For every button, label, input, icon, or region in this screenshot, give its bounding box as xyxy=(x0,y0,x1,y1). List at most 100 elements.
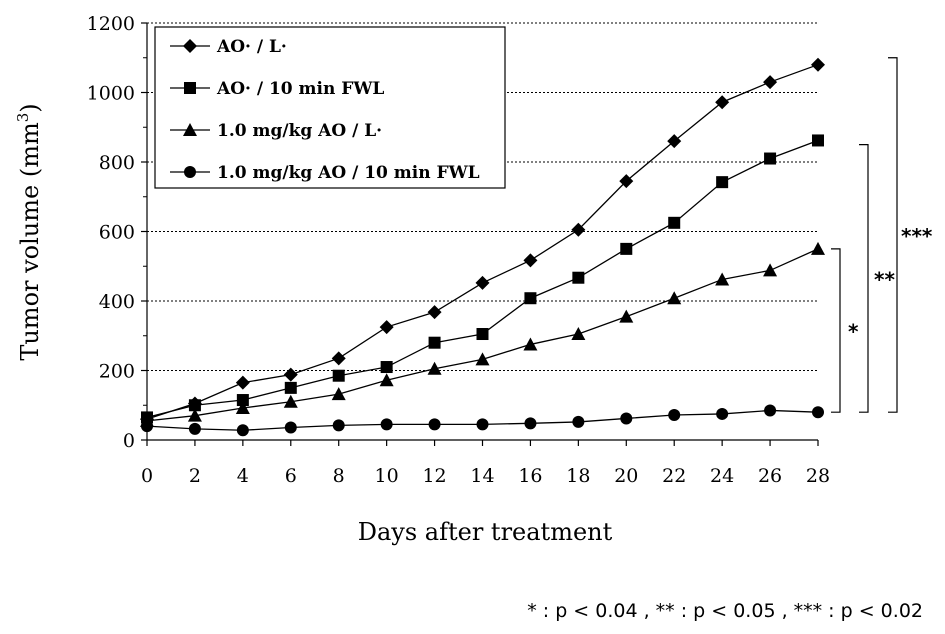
y-tick-label: 1200 xyxy=(87,13,135,35)
data-point-series-4 xyxy=(716,407,729,420)
data-point-series-3 xyxy=(619,309,634,323)
data-point-series-4 xyxy=(812,406,824,419)
y-tick-label: 600 xyxy=(99,222,135,244)
x-tick-label: 26 xyxy=(758,465,782,487)
y-tick-label: 1000 xyxy=(87,83,135,105)
data-point-series-2 xyxy=(476,328,489,341)
data-point-series-3 xyxy=(715,272,730,286)
data-point-series-4 xyxy=(572,415,585,428)
legend-marker-4 xyxy=(184,166,196,178)
data-point-series-3 xyxy=(427,361,442,375)
legend-marker-1 xyxy=(183,39,197,53)
x-tick-label: 6 xyxy=(285,465,297,487)
data-point-series-2 xyxy=(380,361,393,374)
data-point-series-1 xyxy=(523,253,538,268)
significance-bracket-1 xyxy=(831,248,841,413)
data-point-series-3 xyxy=(283,394,298,408)
y-tick-label: 400 xyxy=(99,291,135,313)
data-point-series-1 xyxy=(667,134,682,149)
y-axis-title-main: Tumor volume (mm xyxy=(16,122,44,361)
data-point-series-1 xyxy=(379,320,394,335)
data-point-series-2 xyxy=(764,152,777,165)
data-point-series-4 xyxy=(764,404,777,417)
x-tick-label: 2 xyxy=(189,465,201,487)
data-point-series-2 xyxy=(332,369,345,382)
data-point-series-2 xyxy=(236,394,249,407)
x-tick-label: 16 xyxy=(518,465,542,487)
x-tick-label: 22 xyxy=(662,465,686,487)
data-point-series-2 xyxy=(524,292,537,305)
y-axis-ticks: 0 200 400 600 800 1000 1200 xyxy=(87,13,147,452)
data-point-series-2 xyxy=(428,336,441,349)
x-tick-label: 8 xyxy=(333,465,345,487)
x-tick-label: 0 xyxy=(141,465,153,487)
data-point-series-2 xyxy=(620,242,633,255)
x-tick-label: 14 xyxy=(470,465,494,487)
data-point-series-3 xyxy=(187,408,202,422)
y-axis-title: Tumor volume (mm3) xyxy=(14,103,44,360)
data-point-series-3 xyxy=(475,352,490,366)
data-point-series-2 xyxy=(572,271,585,284)
data-series xyxy=(140,57,825,437)
data-point-series-3 xyxy=(763,263,778,277)
significance-bracket-3 xyxy=(888,57,898,413)
data-point-series-4 xyxy=(236,424,249,437)
data-point-series-4 xyxy=(428,418,441,431)
data-point-series-3 xyxy=(523,337,538,351)
data-point-series-2 xyxy=(812,134,824,147)
data-point-series-3 xyxy=(379,373,394,387)
data-point-series-2 xyxy=(284,381,297,394)
data-point-series-1 xyxy=(331,351,346,366)
significance-label-1: * xyxy=(848,320,859,344)
data-point-series-1 xyxy=(283,367,298,382)
x-tick-label: 18 xyxy=(566,465,590,487)
data-point-series-1 xyxy=(715,95,730,110)
data-point-series-4 xyxy=(524,417,537,430)
legend-label-1: AO· / L· xyxy=(216,37,287,57)
x-tick-label: 10 xyxy=(375,465,399,487)
data-point-series-1 xyxy=(475,275,490,290)
data-point-series-2 xyxy=(188,399,201,412)
data-point-series-4 xyxy=(620,412,633,425)
x-tick-label: 20 xyxy=(614,465,638,487)
x-tick-label: 24 xyxy=(710,465,734,487)
legend: AO· / L· AO· / 10 min FWL 1.0 mg/kg AO / L… xyxy=(170,37,480,183)
y-axis-title-superscript: 3 xyxy=(14,113,32,123)
significance-brackets: ****** xyxy=(831,57,933,413)
data-point-series-4 xyxy=(284,421,297,434)
data-point-series-2 xyxy=(716,176,729,189)
data-point-series-3 xyxy=(331,387,346,401)
legend-label-2: AO· / 10 min FWL xyxy=(216,79,384,99)
data-point-series-3 xyxy=(235,401,250,415)
legend-label-4: 1.0 mg/kg AO / 10 min FWL xyxy=(217,163,480,183)
significance-footnote: * : p < 0.04 , ** : p < 0.05 , *** : p <… xyxy=(527,600,923,622)
significance-bracket-2 xyxy=(859,144,869,413)
legend-marker-3 xyxy=(183,123,197,136)
data-point-series-4 xyxy=(668,408,681,421)
data-point-series-1 xyxy=(811,57,825,72)
x-axis-ticks: 0 2 4 6 8 10 12 14 16 18 20 22 24 26 28 xyxy=(141,440,830,487)
x-tick-label: 28 xyxy=(806,465,830,487)
legend-box xyxy=(154,26,506,189)
data-point-series-1 xyxy=(427,305,442,320)
y-tick-label: 0 xyxy=(123,430,135,452)
legend-marker-2 xyxy=(184,82,196,94)
data-point-series-4 xyxy=(332,419,345,432)
significance-label-2: ** xyxy=(874,267,895,291)
y-tick-label: 200 xyxy=(99,361,135,383)
data-point-series-1 xyxy=(571,222,586,237)
data-point-series-1 xyxy=(235,375,250,390)
x-axis-title: Days after treatment xyxy=(358,518,613,546)
data-point-series-2 xyxy=(668,216,681,229)
data-point-series-4 xyxy=(188,422,201,435)
data-point-series-3 xyxy=(571,327,586,341)
data-point-series-4 xyxy=(476,418,489,431)
x-tick-label: 12 xyxy=(422,465,446,487)
y-axis-title-suffix: ) xyxy=(16,103,44,112)
data-point-series-1 xyxy=(619,174,634,189)
data-point-series-4 xyxy=(141,420,153,433)
data-point-series-3 xyxy=(811,241,825,255)
data-point-series-3 xyxy=(667,291,682,305)
y-tick-label: 800 xyxy=(99,152,135,174)
